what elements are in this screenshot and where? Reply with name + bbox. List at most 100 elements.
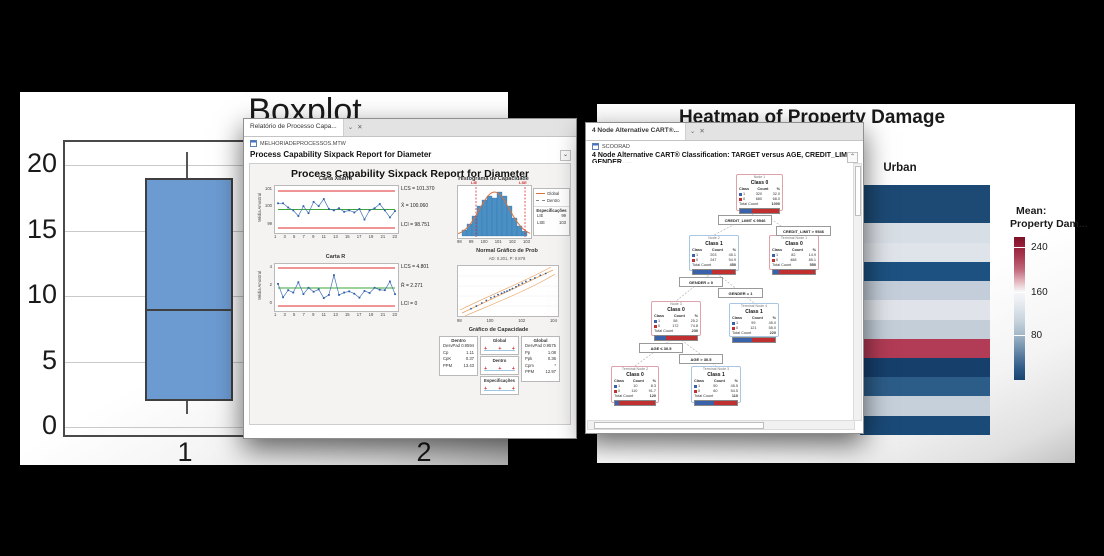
heatmap-row[interactable] xyxy=(860,415,990,435)
box[interactable] xyxy=(145,178,233,401)
heatmap-row[interactable] xyxy=(860,185,990,205)
r-chart-title: Carta R xyxy=(325,254,346,260)
histogram-title: Histograma de Capacidade xyxy=(458,176,529,182)
heatmap-row[interactable] xyxy=(860,204,990,224)
heatmap-row[interactable] xyxy=(860,281,990,301)
node-header: Terminal Node 4 xyxy=(740,304,768,308)
vertical-scrollbar[interactable] xyxy=(853,163,862,421)
node-total: Total Count 230 xyxy=(654,329,698,334)
node-class-bar xyxy=(692,269,736,276)
node-table-row: 0 247 54.9 xyxy=(692,258,736,263)
heatmap-column-header: Urban xyxy=(883,162,917,174)
node-header: Terminal Node 3 xyxy=(702,367,730,371)
worksheet-row: SCOORAD xyxy=(586,141,863,150)
heatmap-row[interactable] xyxy=(860,338,990,358)
tab-chevron-icon[interactable]: ⌄ xyxy=(347,124,354,131)
node-class-bar xyxy=(732,337,776,344)
heatmap-legend-title-1: Mean: xyxy=(1016,205,1047,217)
y-tick-label: 15 xyxy=(26,213,57,244)
x-tick-labels: 98 99 100 101 102 103 xyxy=(457,239,530,244)
heatmap-row[interactable] xyxy=(860,357,990,378)
node-table-row: 1 320 32.0 xyxy=(739,192,780,197)
node-table: Class Count% 1 320 32.0 0 680 68.0 xyxy=(739,187,780,202)
heatmap-row[interactable] xyxy=(860,319,990,339)
probplot-title: Normal Gráfico de Prob xyxy=(476,248,538,254)
tree-node-5[interactable]: Terminal Node 4 Class 1 Class Count% 1 99 45.0… xyxy=(729,303,779,344)
node-table-header: Class Count% xyxy=(739,186,780,191)
lse-label: LSE xyxy=(519,180,527,185)
node-table-row: 0 60 54.5 xyxy=(694,389,738,394)
node-table-header: Class Count% xyxy=(772,247,816,252)
lie-label: LIE xyxy=(471,180,478,185)
heatmap-row[interactable] xyxy=(860,261,990,282)
node-header: Node 2 xyxy=(708,236,720,240)
collapse-chevron-icon[interactable]: ⌃ xyxy=(847,152,858,163)
node-table-header: Class Count% xyxy=(692,247,736,252)
node-class-bar xyxy=(614,400,656,407)
heatmap-row[interactable] xyxy=(860,300,990,320)
node-total: Total Count 220 xyxy=(732,331,776,336)
y-axis-label: Média Amostral xyxy=(257,271,262,300)
collapse-chevron-icon[interactable]: ⌄ xyxy=(560,150,571,161)
capability-histogram xyxy=(457,185,532,239)
capability-window: Relatório de Processo Capa... ⌄ ✕ MELHOR… xyxy=(243,118,577,439)
tab-close-icon[interactable]: ✕ xyxy=(357,124,363,131)
tab-close-icon[interactable]: ✕ xyxy=(699,128,705,135)
node-table-row: 1 58 25.2 xyxy=(654,319,698,324)
cart-window: 4 Node Alternative CART®... ⌄ ✕ SCOORAD … xyxy=(585,122,864,434)
capability-tab[interactable]: Relatório de Processo Capa... xyxy=(244,119,344,136)
y-tick-label: 100 xyxy=(265,203,272,208)
median-line xyxy=(147,309,231,312)
node-table-header: Class Count% xyxy=(694,378,738,383)
node-header: Node 1 xyxy=(753,175,766,179)
r-chart xyxy=(274,263,399,312)
capability-report: Process Capability Sixpack Report for Di… xyxy=(249,163,571,425)
heatmap-row[interactable] xyxy=(860,242,990,262)
heatmap-row[interactable] xyxy=(860,396,990,416)
node-header: Node 3 xyxy=(670,302,682,306)
tab-chevron-icon[interactable]: ⌄ xyxy=(689,128,696,135)
xbar-chart xyxy=(274,185,399,234)
x-tick-label: 2 xyxy=(416,437,432,467)
node-table-row: 1 203 45.1 xyxy=(692,253,736,258)
tree-node-6[interactable]: Terminal Node 2 Class 0 Class Count% 1 10 8.3 0… xyxy=(611,366,659,407)
global-stats: Global DesvPad 0.9575 Pp 1.08 Ppk 0.36 Cpm * PPM 1… xyxy=(521,336,560,382)
capability-heading: Process Capability Sixpack Report for Di… xyxy=(244,148,576,162)
control-limit-label: X̄ = 100.060 xyxy=(401,203,429,209)
y-tick-label: 2 xyxy=(269,282,272,287)
x-tick-label: 1 xyxy=(177,437,193,467)
capability-tabbar: Relatório de Processo Capa... ⌄ ✕ xyxy=(244,119,576,137)
node-class-label: Class 0 xyxy=(667,306,685,313)
tree-node-1[interactable]: Node 1 Class 0 Class Count% 1 320 32.0 0 680 68.0… xyxy=(736,174,783,215)
node-table-header: Class Count% xyxy=(654,313,698,318)
cart-tab[interactable]: 4 Node Alternative CART®... xyxy=(586,123,686,140)
capability-heading-text: Process Capability Sixpack Report for Di… xyxy=(250,150,432,159)
node-table-row: 1 50 45.5 xyxy=(694,384,738,389)
legend-tick-80: 80 xyxy=(1031,330,1043,341)
legend-tick-240: 240 xyxy=(1031,242,1048,253)
xbar-chart-title: Carta Xbarra xyxy=(318,176,353,182)
tree-node-7[interactable]: Terminal Node 3 Class 1 Class Count% 1 50 45.5… xyxy=(691,366,741,407)
heatmap-row[interactable] xyxy=(860,223,990,243)
control-limit-label: LCI = 0 xyxy=(401,301,418,307)
tree-node-3[interactable]: Terminal Node 1 Class 0 Class Count% 1 82 14.9… xyxy=(769,235,819,276)
split-label-3: GENDER = 0 xyxy=(679,277,723,287)
heatmap-row[interactable] xyxy=(860,377,990,397)
node-class-label: Class 0 xyxy=(785,240,803,247)
y-tick-label: 5 xyxy=(41,344,57,375)
node-table-row: 1 10 8.3 xyxy=(614,384,656,389)
worksheet-name: MELHORIADEPROCESSOS.MTW xyxy=(260,140,346,147)
tree-node-2[interactable]: Node 2 Class 1 Class Count% 1 203 45.1 0 247 54.9… xyxy=(689,235,739,276)
tree-node-4[interactable]: Node 3 Class 0 Class Count% 1 58 25.2 0 172 74.8 T… xyxy=(651,301,701,342)
node-class-bar xyxy=(739,208,780,215)
interval-plot-2: Especificações + + + xyxy=(480,376,519,395)
split-label-6: AGE > 30.5 xyxy=(679,354,723,364)
horizontal-scrollbar[interactable] xyxy=(587,420,855,430)
node-table: Class Count% 1 58 25.2 0 172 74.8 xyxy=(654,314,698,329)
node-class-bar xyxy=(654,335,698,342)
interval-plot-0: Global + + + xyxy=(480,336,519,355)
worksheet-icon xyxy=(250,140,257,147)
node-table: Class Count% 1 203 45.1 0 247 54.9 xyxy=(692,248,736,263)
cart-heading: 4 Node Alternative CART® Classification:… xyxy=(586,150,863,169)
